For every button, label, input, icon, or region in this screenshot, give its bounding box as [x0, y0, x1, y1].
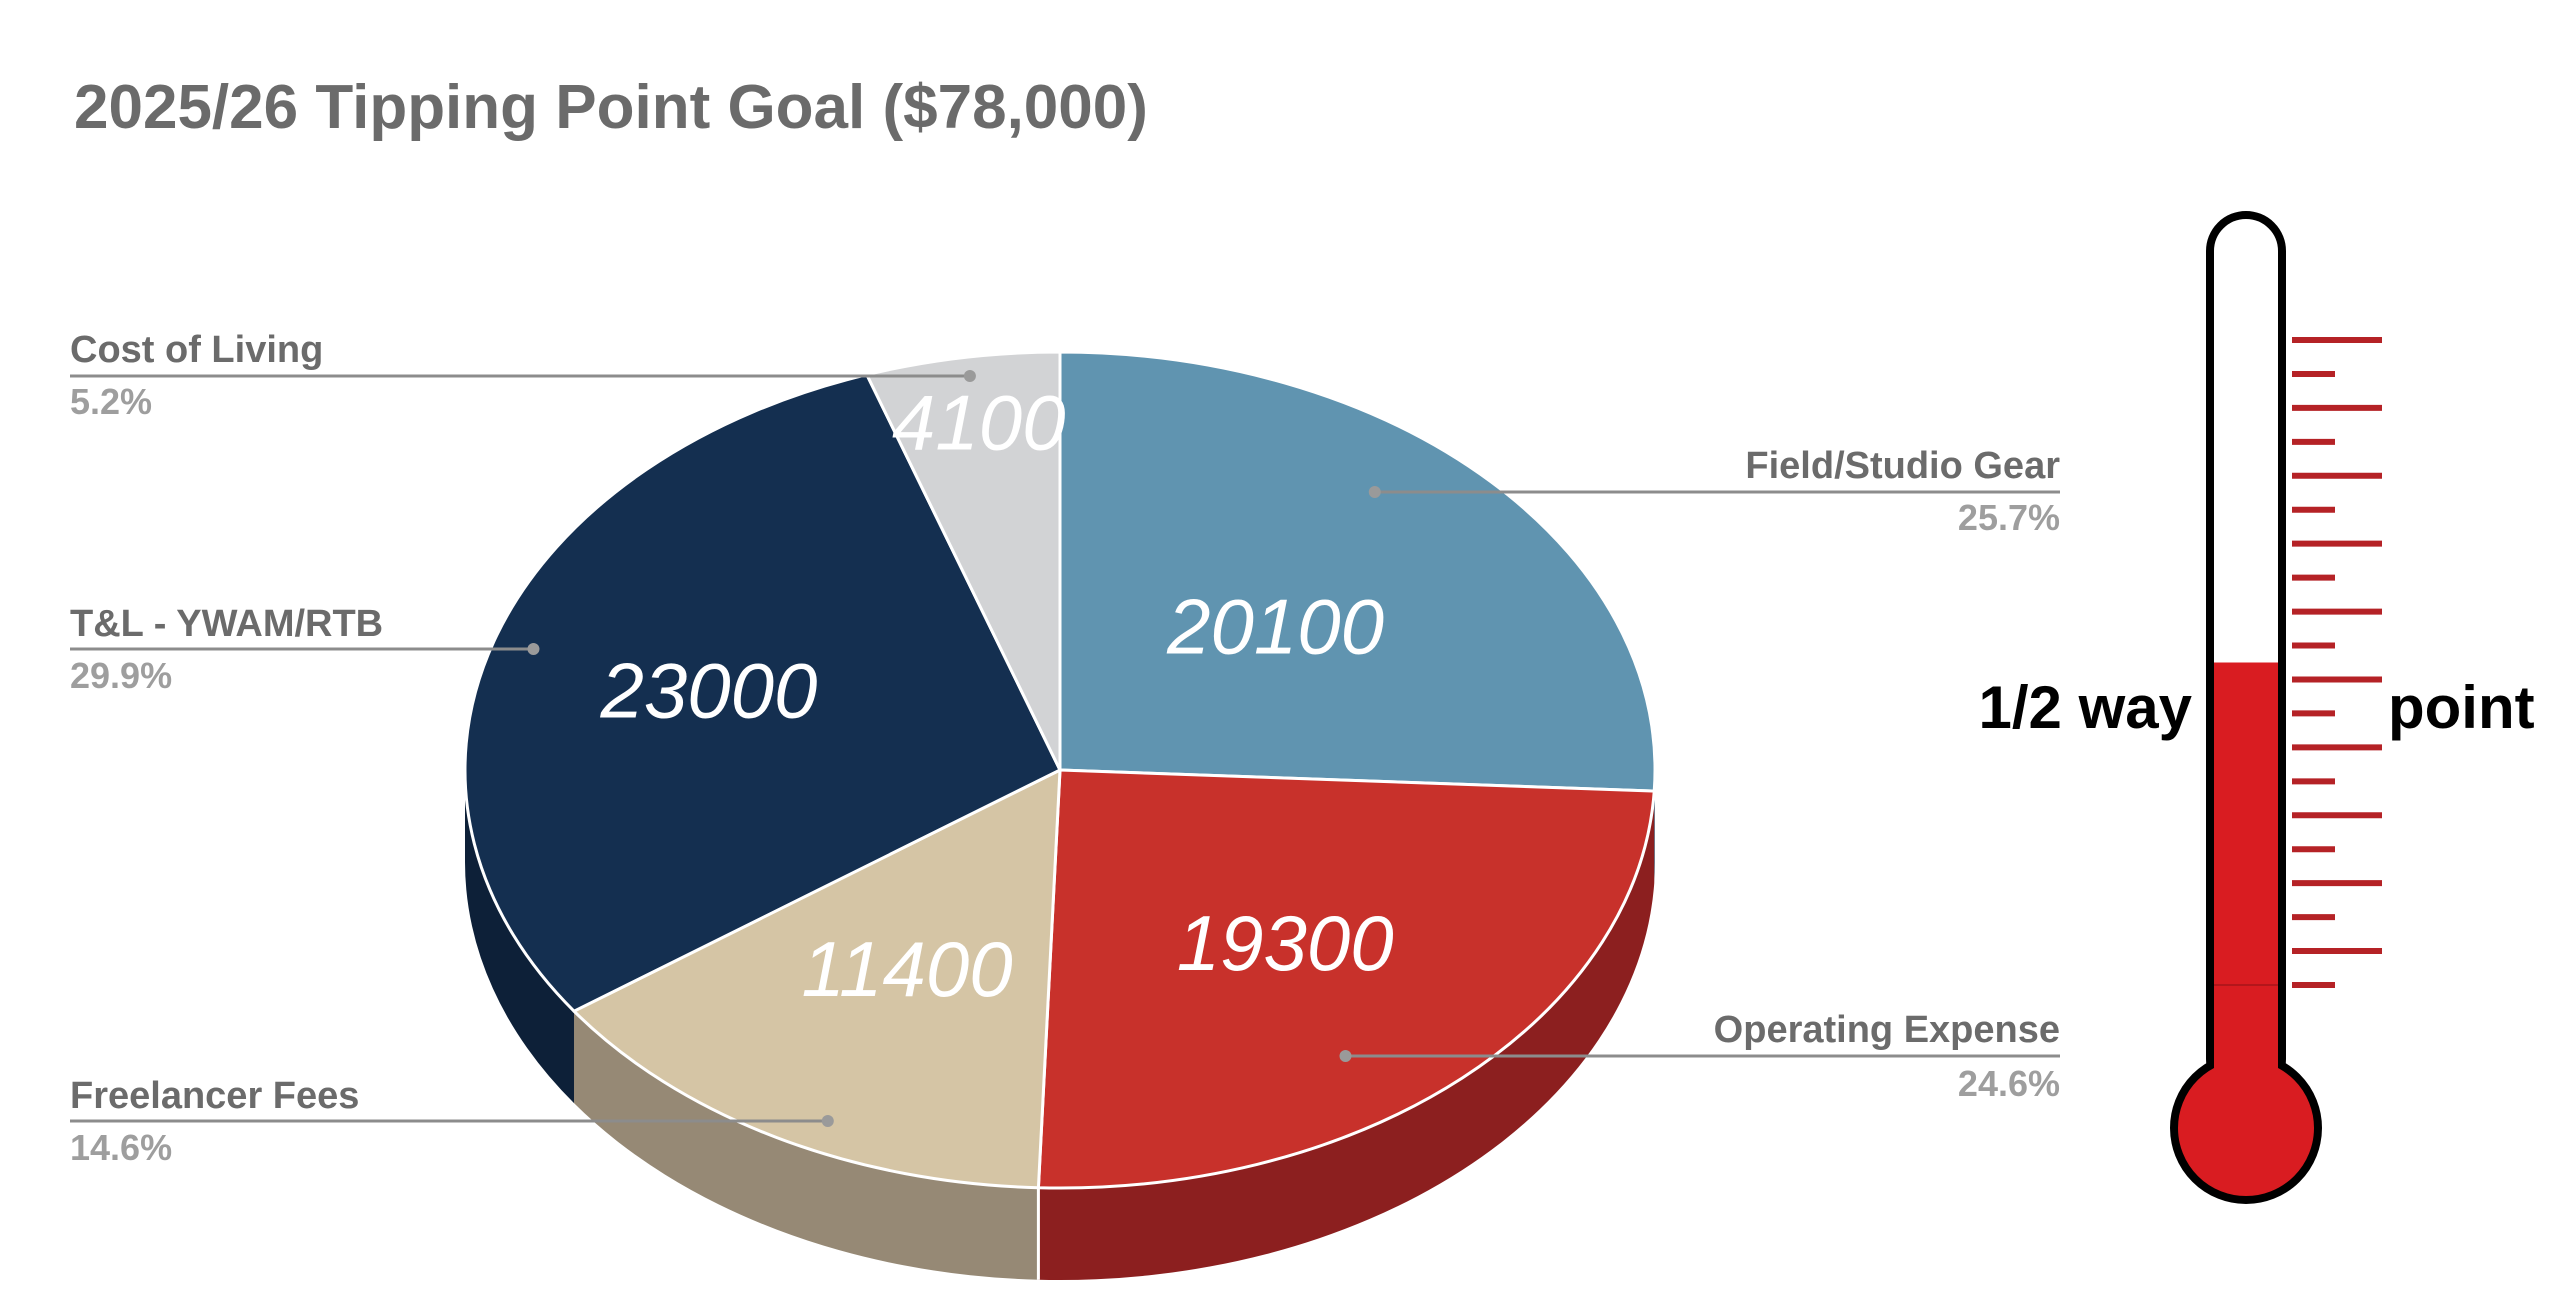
chart-title: 2025/26 Tipping Point Goal ($78,000)	[74, 73, 1148, 142]
callout-dot-freelancer-fees	[821, 1115, 834, 1127]
pie-slices	[463, 350, 1657, 1190]
thermometer-label-right: point	[2388, 674, 2535, 741]
callout-percent-operating-expense: 24.6%	[1958, 1063, 2060, 1104]
pie-value-cost-of-living: 4100	[892, 378, 1066, 466]
callout-label-freelancer-fees: Freelancer Fees	[70, 1075, 359, 1117]
callout-dot-operating-expense	[1339, 1050, 1352, 1062]
callout-percent-cost-of-living: 5.2%	[70, 381, 152, 422]
pie-callouts: Field/Studio Gear 25.7% Operating Expense 2…	[70, 329, 2060, 1168]
callout-percent-field-studio-gear: 25.7%	[1958, 497, 2060, 538]
pie-slice-tl-ywam-rtb	[463, 373, 1062, 1013]
callout-label-cost-of-living: Cost of Living	[70, 329, 323, 371]
pie-value-freelancer-fees: 11400	[802, 925, 1013, 1013]
thermometer-neck	[2214, 1052, 2278, 1082]
thermometer: 1/2 way point	[1979, 211, 2535, 1204]
callout-dot-field-studio-gear	[1368, 486, 1381, 498]
pie-value-tl-ywam-rtb: 23000	[600, 647, 818, 735]
callout-label-tl-ywam-rtb: T&L - YWAM/RTB	[70, 603, 383, 645]
callout-label-operating-expense: Operating Expense	[1714, 1009, 2060, 1051]
callout-dot-tl-ywam-rtb	[527, 643, 540, 655]
callout-dot-cost-of-living	[963, 370, 976, 382]
pie-side-freelancer-fees	[574, 1011, 1039, 1280]
thermometer-bulb-inner	[2179, 1061, 2313, 1195]
thermometer-label-left: 1/2 way	[1979, 674, 2193, 741]
pie-slice-operating-expense	[1036, 768, 1656, 1190]
pie-side-operating-expense	[1038, 791, 1655, 1280]
pie-slice-cost-of-living	[865, 350, 1062, 772]
pie-value-operating-expense: 19300	[1177, 899, 1394, 987]
pie-slice-field-studio-gear	[1058, 350, 1657, 793]
pie-value-field-studio-gear: 20100	[1166, 582, 1384, 670]
pie-slice-freelancer-fees	[572, 768, 1062, 1190]
callout-label-field-studio-gear: Field/Studio Gear	[1745, 445, 2060, 487]
callout-percent-freelancer-fees: 14.6%	[70, 1127, 172, 1168]
callout-percent-tl-ywam-rtb: 29.9%	[70, 655, 172, 696]
pie-side-tl-ywam-rtb	[465, 770, 575, 1104]
pie-3d-sides	[465, 770, 1656, 1280]
pie-value-labels: 20100 19300 11400 23000 4100	[600, 378, 1394, 1012]
thermometer-fill	[2214, 662, 2278, 1128]
